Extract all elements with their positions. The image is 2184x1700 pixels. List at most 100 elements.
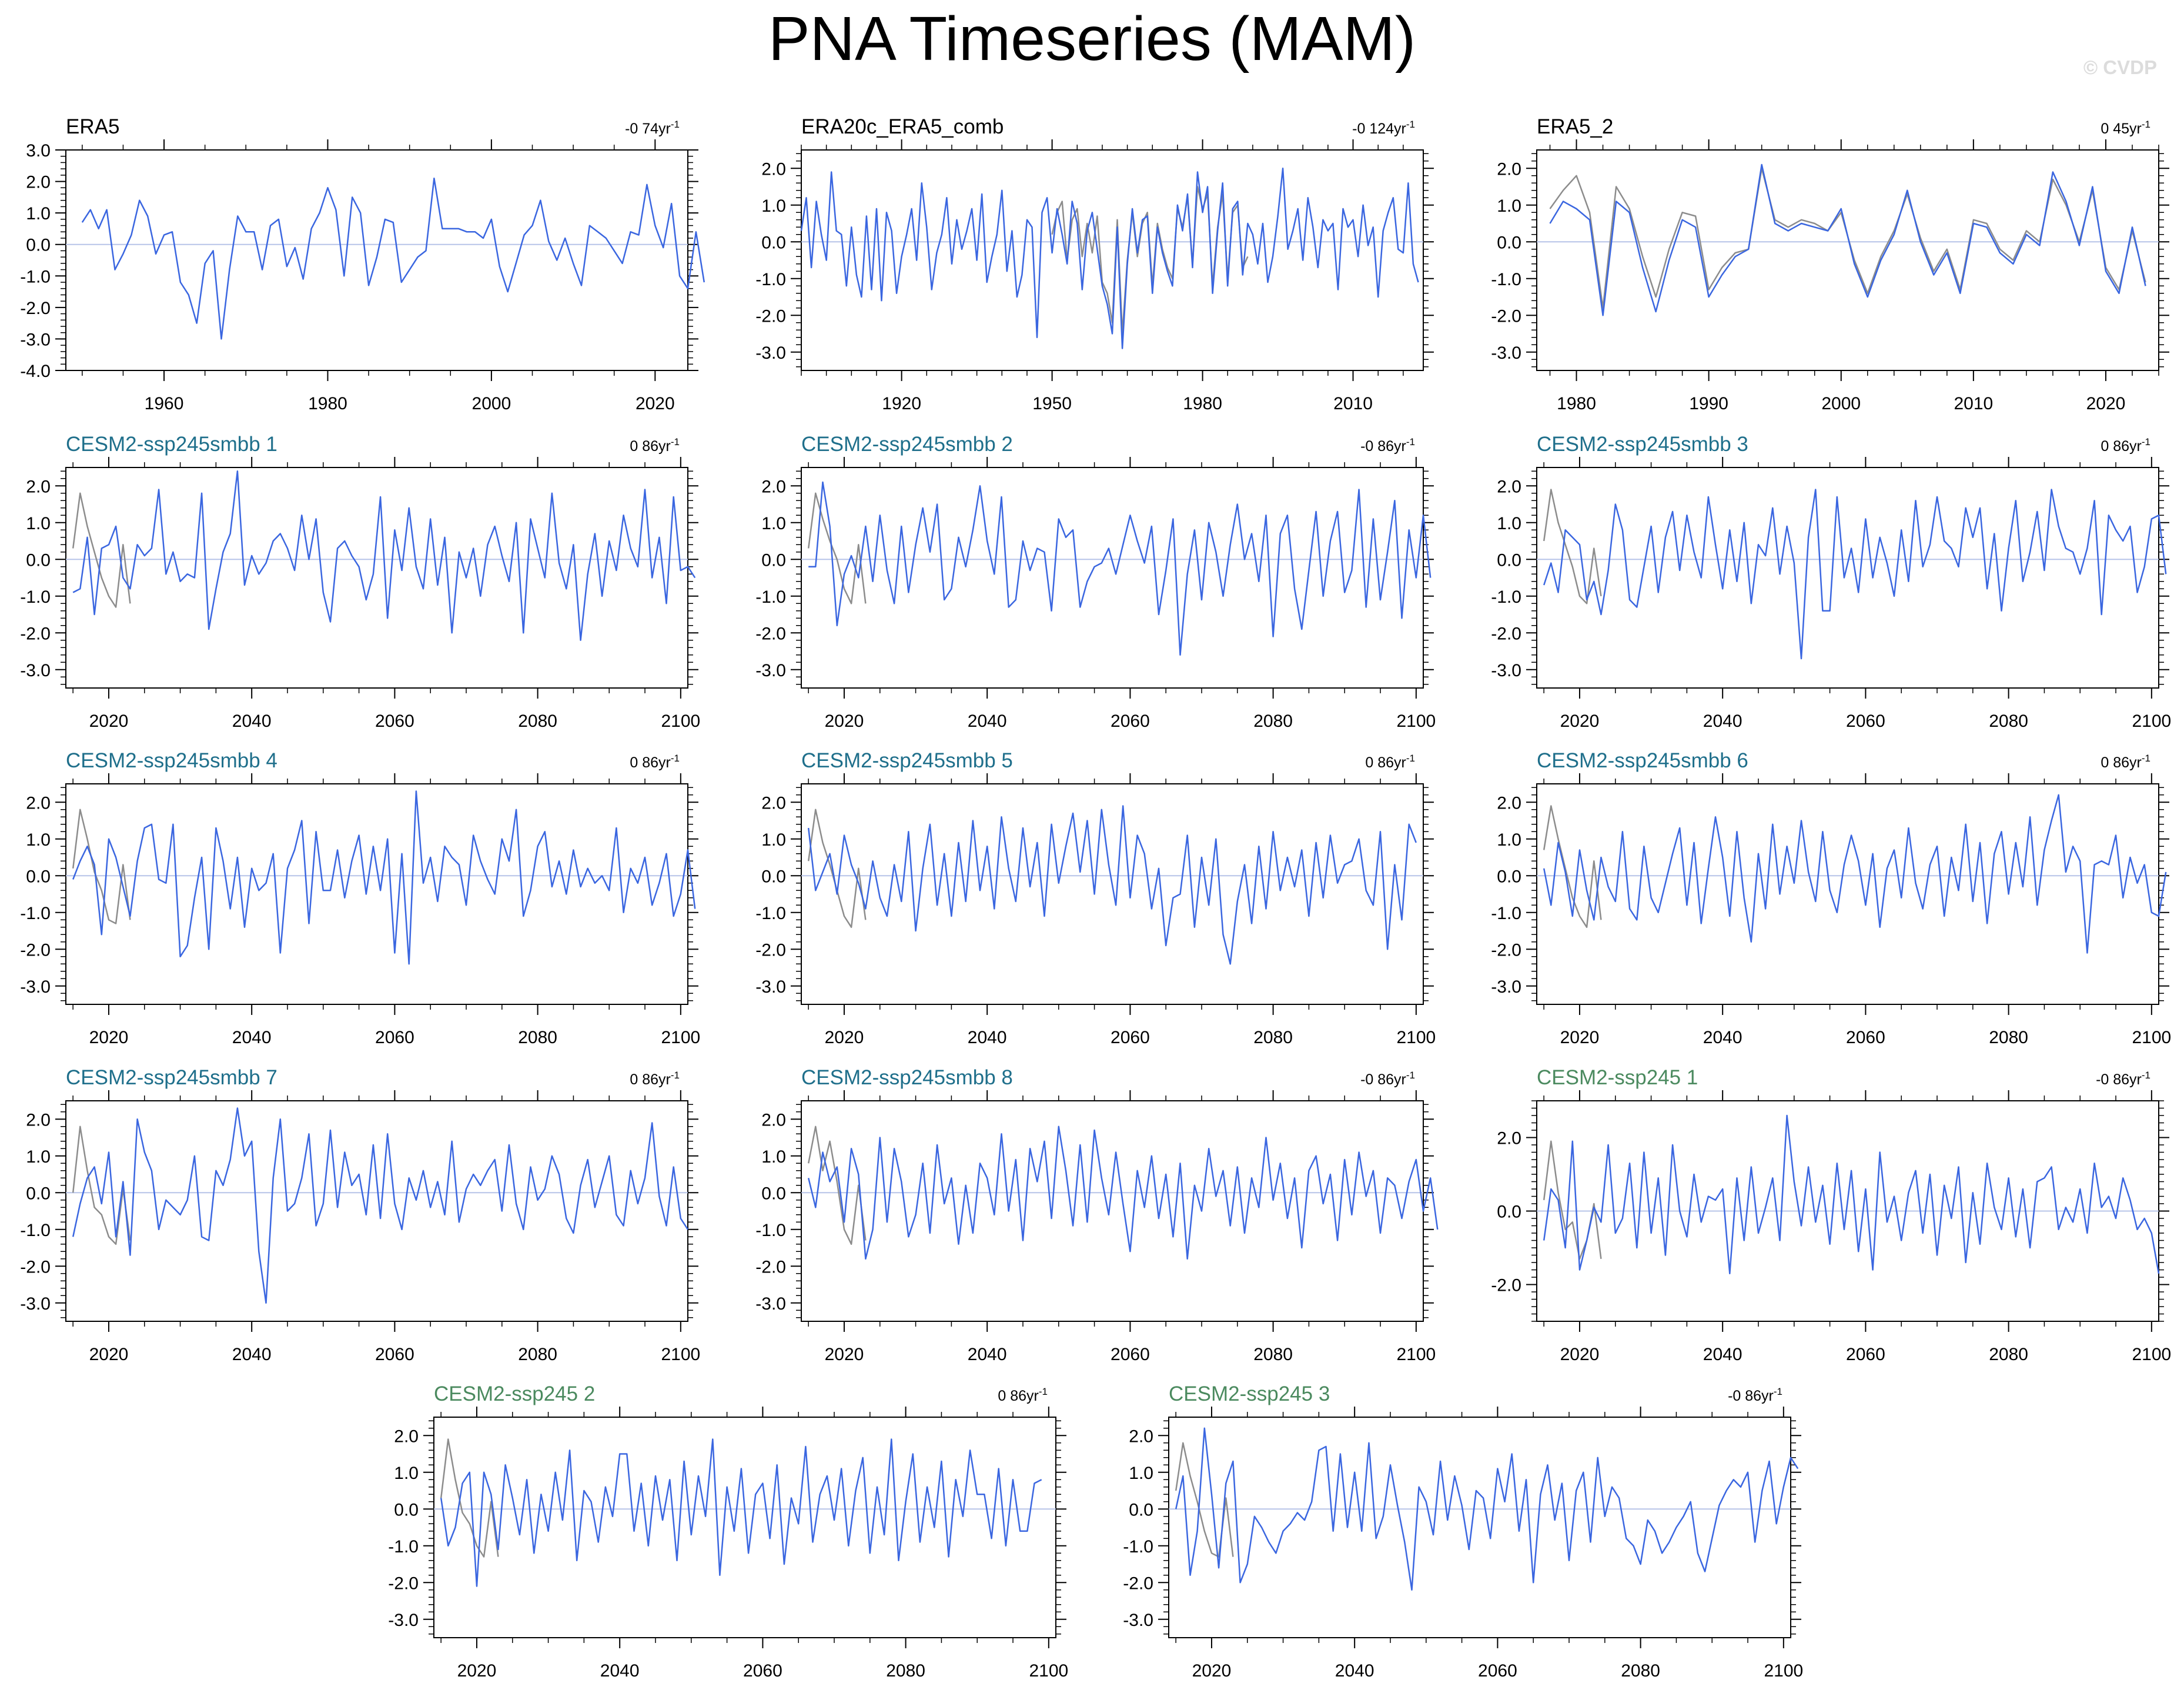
x-tick-label: 2020 [89, 712, 129, 731]
trend-label: 0 86yr-1 [2101, 753, 2150, 771]
panel-4: CESM2-ssp245smbb 1 0 86yr-1 -3.0 -2.0 -1.0 0.… [20, 433, 700, 731]
y-tick-label: -2.0 [1491, 624, 1521, 643]
x-tick-label: 2100 [2132, 712, 2171, 731]
trend-exponent: -1 [2142, 753, 2150, 764]
y-tick-label: 1.0 [1497, 196, 1521, 216]
panel-10: CESM2-ssp245smbb 7 0 86yr-1 -3.0 -2.0 -1.0 0.… [20, 1066, 700, 1364]
model-series-line [440, 1438, 1042, 1587]
model-series-line [1543, 489, 2167, 660]
model-series-line [72, 790, 696, 965]
x-tick-label: 2100 [1396, 712, 1436, 731]
y-tick-label: 1.0 [761, 830, 786, 850]
model-series-line [1175, 1427, 1799, 1591]
x-tick-label: 2100 [1029, 1661, 1068, 1681]
obs-series-line [1543, 489, 1602, 604]
y-tick-label: -1.0 [1123, 1537, 1153, 1557]
panel-3: ERA5_2 0 45yr-1 -3.0 -2.0 -1.0 0.0 1.0 2.0 1980 1… [1491, 115, 2169, 413]
x-tick-label: 2020 [1560, 1028, 1600, 1047]
panel-12: CESM2-ssp245 1 -0 86yr-1 -2.0 0.0 2.0 2020 204… [1491, 1066, 2171, 1364]
panel-title: ERA5 [66, 115, 119, 138]
trend-exponent: -1 [2142, 1070, 2150, 1081]
x-tick-label: 2020 [1560, 1345, 1600, 1364]
plot-frame [1536, 467, 2159, 689]
x-tick-label: 1980 [308, 394, 347, 413]
y-tick-label: 1.0 [26, 830, 51, 850]
y-tick-label: -2.0 [755, 624, 786, 643]
y-tick-label: -3.0 [1491, 343, 1521, 363]
plot-frame [65, 467, 688, 689]
y-tick-label: 1.0 [761, 1147, 786, 1167]
y-tick-label: 0.0 [761, 550, 786, 570]
x-tick-label: 2040 [968, 1345, 1007, 1364]
panel-title: CESM2-ssp245smbb 2 [801, 433, 1013, 456]
x-tick-label: 2020 [457, 1661, 497, 1681]
y-tick-label: -1.0 [388, 1537, 419, 1557]
y-tick-label: -1.0 [20, 1221, 51, 1240]
panel-title: CESM2-ssp245smbb 7 [66, 1066, 277, 1089]
x-tick-label: 2100 [1396, 1345, 1436, 1364]
y-tick-label: -3.0 [20, 330, 51, 349]
x-tick-label: 2040 [1703, 1345, 1742, 1364]
y-tick-label: -2.0 [20, 940, 51, 960]
trend-label: 0 45yr-1 [2101, 119, 2150, 137]
model-series-line [808, 481, 1432, 656]
y-tick-label: 1.0 [26, 1147, 51, 1167]
y-tick-label: -3.0 [20, 1294, 51, 1314]
obs-series-line [1543, 805, 1602, 929]
y-tick-label: 0.0 [26, 867, 51, 886]
y-tick-label: -1.0 [755, 904, 786, 923]
trend-label: -0 86yr-1 [1360, 436, 1415, 455]
x-tick-label: 2100 [661, 1345, 700, 1364]
y-tick-label: 0.0 [394, 1500, 419, 1519]
x-tick-label: 2040 [1703, 712, 1742, 731]
trend-label: 0 86yr-1 [630, 753, 680, 771]
x-tick-label: 2080 [1253, 712, 1293, 731]
x-tick-label: 1980 [1183, 394, 1222, 413]
y-tick-label: 2.0 [1497, 477, 1521, 496]
panel-title: CESM2-ssp245smbb 4 [66, 749, 277, 772]
y-tick-label: 0.0 [761, 233, 786, 252]
trend-exponent: -1 [1039, 1386, 1048, 1397]
x-tick-label: 2080 [1621, 1661, 1660, 1681]
y-tick-label: -3.0 [755, 661, 786, 680]
panel-11: CESM2-ssp245smbb 8 -0 86yr-1 -3.0 -2.0 -1.0 0… [755, 1066, 1439, 1364]
panel-title: CESM2-ssp245smbb 3 [1537, 433, 1748, 456]
obs-series-line [807, 809, 867, 929]
panel-9: CESM2-ssp245smbb 6 0 86yr-1 -3.0 -2.0 -1.0 0.… [1491, 749, 2171, 1047]
y-tick-label: 3.0 [26, 141, 51, 161]
trend-label: -0 86yr-1 [2096, 1070, 2150, 1088]
y-tick-label: 1.0 [761, 196, 786, 216]
y-tick-label: -2.0 [755, 306, 786, 326]
figure-title: PNA Timeseries (MAM) [768, 4, 1416, 74]
plot-frame [1536, 149, 2159, 371]
model-series-line [1543, 1114, 2160, 1275]
model-series-line [807, 1125, 1439, 1260]
x-tick-label: 2020 [825, 1345, 864, 1364]
x-tick-label: 2100 [2132, 1345, 2171, 1364]
y-tick-label: 0.0 [26, 236, 51, 255]
panel-title: CESM2-ssp245 1 [1537, 1066, 1698, 1089]
panel-8: CESM2-ssp245smbb 5 0 86yr-1 -3.0 -2.0 -1.0 0.… [755, 749, 1436, 1047]
trend-exponent: -1 [671, 436, 680, 447]
plot-frame [65, 149, 688, 371]
x-tick-label: 2060 [1111, 1345, 1150, 1364]
panel-2: ERA20c_ERA5_comb -0 124yr-1 -3.0 -2.0 -1.0 0.… [755, 115, 1434, 413]
x-tick-label: 1990 [1689, 394, 1728, 413]
x-tick-label: 2080 [518, 1345, 557, 1364]
y-tick-label: 1.0 [761, 514, 786, 533]
trend-exponent: -1 [671, 1070, 680, 1081]
x-tick-label: 1980 [1557, 394, 1596, 413]
y-tick-label: 1.0 [1497, 514, 1521, 533]
y-tick-label: 0.0 [761, 1184, 786, 1203]
y-tick-label: 2.0 [26, 793, 51, 813]
y-tick-label: 2.0 [761, 1110, 786, 1130]
y-tick-label: -1.0 [1491, 904, 1521, 923]
y-tick-label: -3.0 [20, 977, 51, 997]
model-series-line [800, 168, 1419, 349]
trend-label: 0 86yr-1 [2101, 436, 2150, 455]
y-tick-label: -3.0 [1123, 1611, 1153, 1630]
y-tick-label: -2.0 [755, 940, 786, 960]
x-tick-label: 2060 [1478, 1661, 1517, 1681]
x-tick-label: 2060 [375, 1345, 414, 1364]
y-tick-label: 2.0 [1497, 1129, 1521, 1148]
